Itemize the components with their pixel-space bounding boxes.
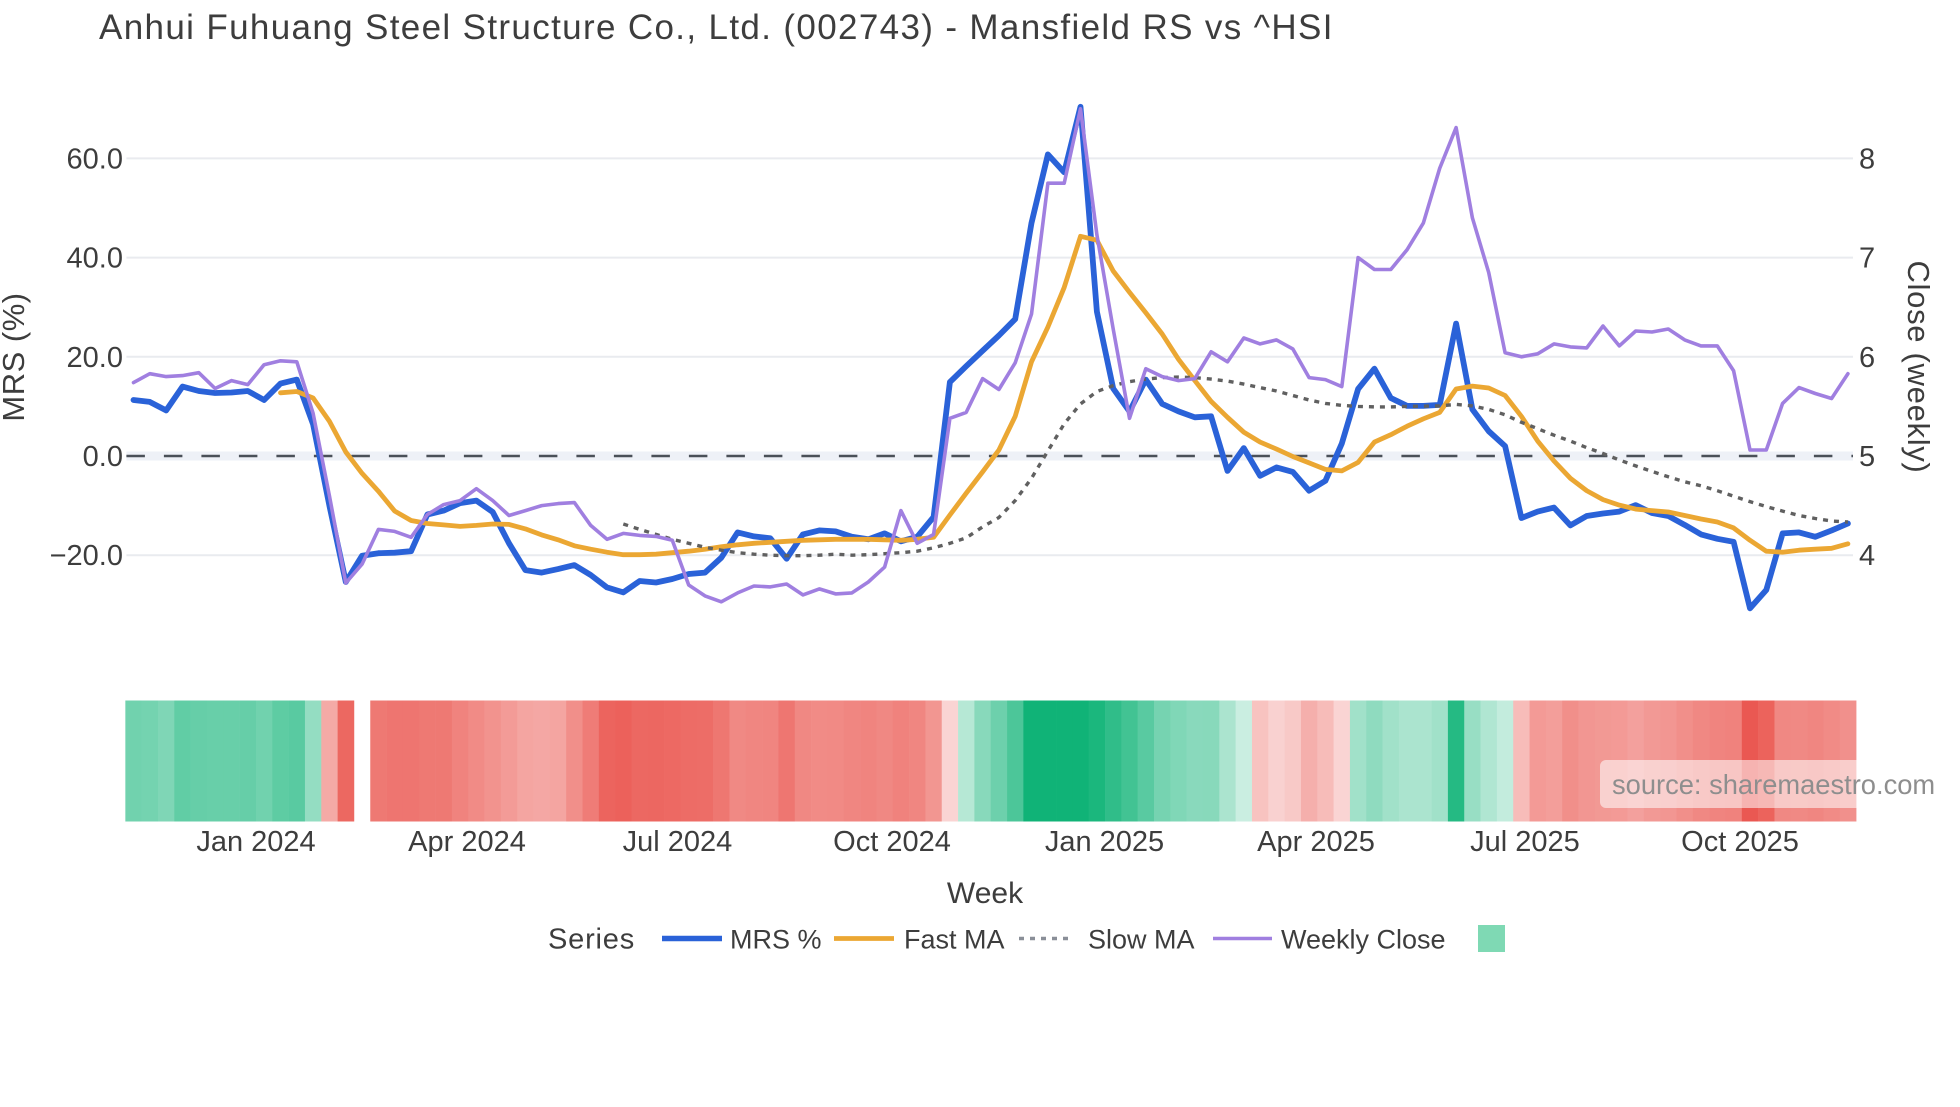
svg-text:Close (weekly): Close (weekly) bbox=[1901, 260, 1936, 473]
svg-text:5: 5 bbox=[1859, 441, 1875, 473]
svg-text:8: 8 bbox=[1859, 143, 1875, 175]
svg-text:Apr 2024: Apr 2024 bbox=[408, 826, 526, 858]
svg-text:6: 6 bbox=[1859, 342, 1875, 374]
svg-text:Slow MA: Slow MA bbox=[1088, 925, 1195, 955]
svg-text:20.0: 20.0 bbox=[67, 342, 123, 374]
svg-text:Jul 2024: Jul 2024 bbox=[623, 826, 733, 858]
svg-text:7: 7 bbox=[1859, 243, 1875, 275]
svg-text:Anhui Fuhuang Steel Structure: Anhui Fuhuang Steel Structure Co., Ltd. … bbox=[99, 8, 1334, 47]
svg-text:Jan 2024: Jan 2024 bbox=[196, 826, 315, 858]
svg-text:Week: Week bbox=[947, 877, 1024, 910]
svg-text:0.0: 0.0 bbox=[83, 441, 123, 473]
svg-text:MRS %: MRS % bbox=[730, 925, 822, 955]
svg-text:Oct 2024: Oct 2024 bbox=[833, 826, 951, 858]
svg-text:Jul 2025: Jul 2025 bbox=[1470, 826, 1580, 858]
svg-text:40.0: 40.0 bbox=[67, 243, 123, 275]
svg-text:Weekly Close: Weekly Close bbox=[1281, 925, 1446, 955]
svg-text:Oct 2025: Oct 2025 bbox=[1681, 826, 1799, 858]
svg-text:Apr 2025: Apr 2025 bbox=[1257, 826, 1375, 858]
svg-text:60.0: 60.0 bbox=[67, 143, 123, 175]
svg-text:4: 4 bbox=[1859, 540, 1875, 572]
svg-text:−20.0: −20.0 bbox=[50, 540, 123, 572]
svg-text:MRS (%): MRS (%) bbox=[0, 292, 31, 421]
svg-text:Fast MA: Fast MA bbox=[904, 925, 1005, 955]
svg-text:Series: Series bbox=[548, 924, 635, 956]
svg-text:Jan 2025: Jan 2025 bbox=[1045, 826, 1164, 858]
svg-text:source: sharemaestro.com: source: sharemaestro.com bbox=[1612, 769, 1935, 800]
